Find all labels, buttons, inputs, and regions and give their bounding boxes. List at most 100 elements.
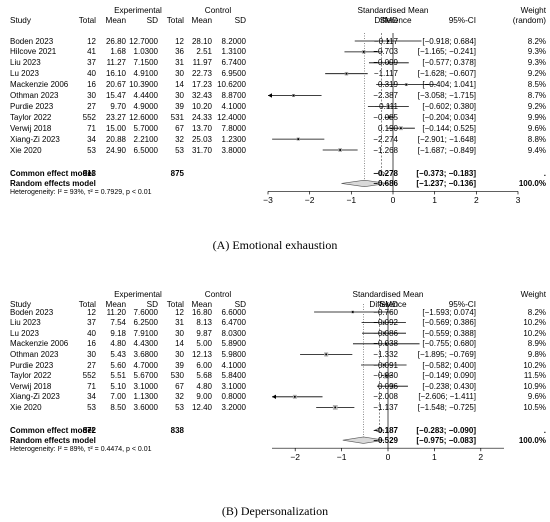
ctrl-sd: 6.4700: [221, 318, 246, 328]
common-weight: .: [543, 168, 546, 178]
ctrl-sd: 4.1000: [221, 101, 246, 111]
exp-mean: 11.27: [106, 58, 126, 68]
ctrl-sd: 7.8000: [221, 123, 246, 133]
random-effects-diamond: [341, 179, 388, 187]
heterogeneity-text: Heterogeneity: I² = 93%, τ² = 0.7929, p …: [10, 189, 152, 197]
study-point-estimate: [382, 364, 385, 366]
ci-value: [−0.559; 0.388]: [422, 328, 476, 338]
smd-value: −0.085: [373, 112, 398, 122]
exp-sd: 4.4400: [133, 91, 158, 100]
exp-total: 30: [87, 91, 96, 100]
study-point-estimate: [405, 83, 408, 86]
common-effect-label: Common effect model: [10, 425, 95, 435]
ctrl-sd: 3.2000: [221, 402, 246, 412]
weight-value: 8.2%: [527, 36, 546, 46]
study-name: Othman 2023: [10, 349, 59, 359]
exp-total: 37: [87, 58, 96, 68]
smd-value: −2.387: [373, 91, 398, 100]
study-name: Xiang-Zi 2023: [10, 134, 60, 144]
weight-value: 8.9%: [527, 339, 546, 349]
ctrl-total: 67: [175, 381, 184, 391]
study-name: Xie 2020: [10, 145, 42, 155]
ctrl-mean: 28.10: [191, 36, 212, 46]
ctrl-total: 12: [175, 36, 184, 46]
ctrl-mean: 13.70: [191, 123, 212, 133]
smd-value: −2.274: [373, 134, 398, 144]
exp-sd: 12.6000: [129, 112, 158, 122]
exp-sd: 1.0300: [133, 47, 158, 57]
smd-value: −0.092: [373, 318, 398, 328]
exp-mean: 7.00: [110, 392, 126, 402]
smd-value: 0.096: [377, 381, 398, 391]
forest-plot-svg: [272, 304, 504, 452]
common-effect-label: Common effect model: [10, 168, 95, 178]
smd-value: 0.190: [377, 123, 398, 133]
common-smd: −0.278: [373, 168, 398, 178]
header-exp-sd: SD: [146, 16, 158, 25]
x-axis-tick-label: 3: [515, 195, 521, 206]
ci-value: [−2.606; −1.411]: [418, 392, 476, 402]
exp-sd: 3.6000: [133, 402, 158, 412]
exp-total: 16: [87, 339, 96, 349]
exp-mean: 5.60: [110, 360, 126, 370]
ctrl-total: 530: [170, 371, 184, 381]
x-axis-tick-label: 1: [432, 195, 438, 206]
random-weight: 100.0%: [518, 435, 546, 445]
ci-value: [−1.687; −0.849]: [417, 145, 476, 155]
smd-value: −0.703: [373, 47, 398, 57]
exp-sd: 6.5000: [133, 145, 158, 155]
exp-mean: 16.10: [105, 69, 126, 79]
weight-value: 9.6%: [527, 392, 546, 402]
ctrl-mean: 9.00: [196, 392, 212, 402]
ci-value: [−0.577; 0.378]: [422, 58, 476, 68]
ctrl-mean: 5.00: [196, 339, 212, 349]
ctrl-mean: 16.80: [191, 307, 212, 317]
ci-value: [−0.404; 1.041]: [422, 80, 476, 90]
ctrl-mean: 12.13: [191, 349, 212, 359]
study-point-estimate: [388, 116, 391, 119]
exp-total: 71: [87, 123, 96, 133]
exp-mean: 20.88: [105, 134, 126, 144]
exp-total: 71: [87, 381, 96, 391]
ctrl-mean: 4.80: [196, 381, 212, 391]
ci-arrow-left: [268, 93, 272, 98]
exp-mean: 26.80: [105, 36, 126, 46]
ctrl-sd: 5.8900: [221, 339, 246, 349]
header-exp-sd: SD: [146, 300, 158, 309]
exp-sd: 4.9100: [133, 69, 158, 79]
header-smd: SMD: [379, 300, 398, 309]
study-point-estimate: [325, 353, 328, 356]
exp-total: 41: [87, 47, 96, 57]
study-point-estimate: [382, 321, 385, 324]
ci-value: [−0.144; 0.525]: [422, 123, 476, 133]
ctrl-total: 31: [175, 58, 184, 68]
header-exp-total: Total: [78, 300, 96, 309]
header-study: Study: [10, 300, 31, 309]
ci-value: [−3.058; −1.715]: [417, 91, 476, 100]
exp-total: 40: [87, 69, 96, 79]
ctrl-total: 30: [175, 69, 184, 79]
study-name: Lu 2023: [10, 69, 39, 79]
forest-plot-panel-b: Experimental Control Standardised Mean Diff…: [0, 262, 550, 522]
header-control: Control: [204, 290, 232, 299]
ci-value: [−1.895; −0.769]: [417, 349, 476, 359]
ci-value: [−0.238; 0.430]: [422, 381, 476, 391]
ctrl-sd: 6.6000: [221, 307, 246, 317]
ctrl-mean: 9.87: [196, 328, 212, 338]
ctrl-total: 32: [175, 392, 184, 402]
header-smd-title: Standardised Mean: [352, 290, 424, 299]
ctrl-mean: 11.97: [192, 58, 212, 68]
common-ci: [−0.373; −0.183]: [416, 168, 476, 178]
panel-caption: (B) Depersonalization: [221, 504, 329, 518]
study-point-estimate: [297, 138, 300, 140]
header-exp-mean: Mean: [105, 16, 126, 25]
ctrl-total: 31: [175, 318, 184, 328]
exp-sd: 12.7000: [129, 36, 158, 46]
header-experimental: Experimental: [114, 6, 162, 15]
study-point-estimate: [391, 385, 394, 388]
header-ci: 95%-CI: [448, 16, 476, 25]
ctrl-sd: 8.0300: [221, 328, 246, 338]
study-name: Hilcove 2021: [10, 47, 57, 57]
exp-mean: 8.50: [110, 402, 126, 412]
common-weight: .: [543, 425, 546, 435]
